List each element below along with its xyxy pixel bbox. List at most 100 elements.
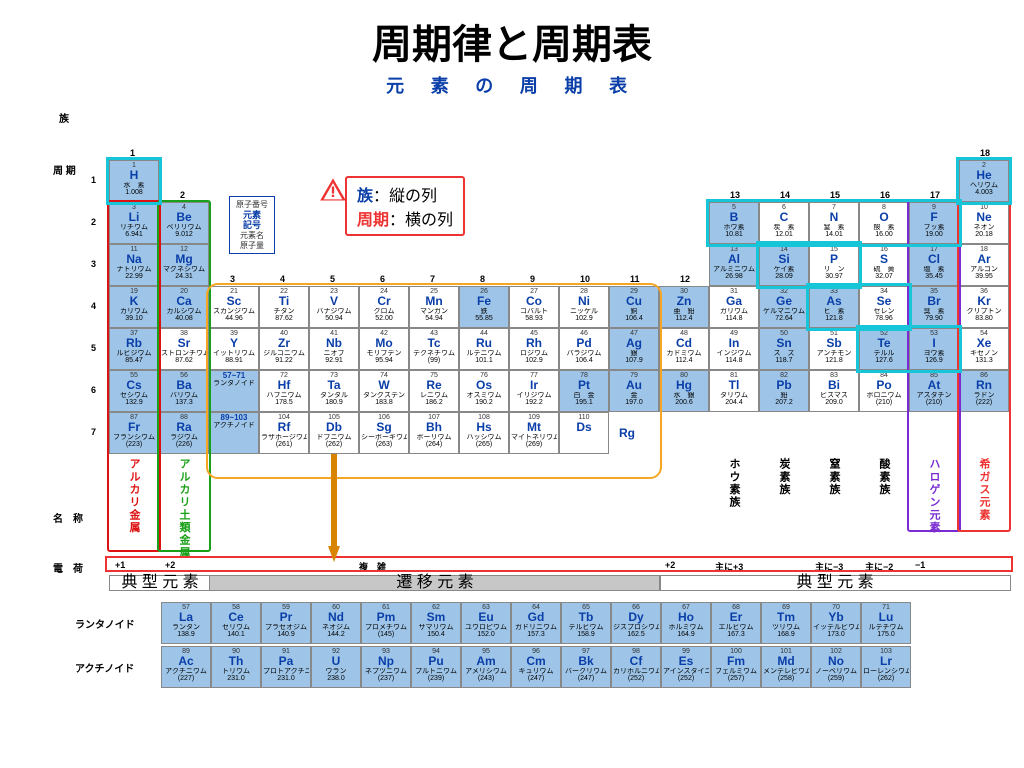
element-cell: 92Uウラン238.0	[311, 646, 361, 688]
element-cell: 4Beベリリウム9.012	[159, 202, 209, 244]
element-cell: 9Fフッ素19.00	[909, 202, 959, 244]
element-cell: 30Zn亜 鉛112.4	[659, 286, 709, 328]
element-cell: 59Prプラセオジム140.9	[261, 602, 311, 644]
element-cell: 89Acアクチニウム(227)	[161, 646, 211, 688]
element-cell: 21Scスカンジウム44.96	[209, 286, 259, 328]
period-label: 6	[91, 385, 96, 395]
element-cell: 79Au金197.0	[609, 370, 659, 412]
element-cell: 35Br臭 素79.90	[909, 286, 959, 328]
element-cell: 52Teテルル127.6	[859, 328, 909, 370]
element-cell: 11Naナトリウム22.99	[109, 244, 159, 286]
element-cell: 2Heヘリウム4.003	[959, 160, 1009, 202]
element-cell: 10Neネオン20.18	[959, 202, 1009, 244]
lanthanoid-row: 57Laランタン138.958Ceセリウム140.159Prプラセオジム140.…	[161, 602, 911, 644]
element-cell: 1H水 素1.008	[109, 160, 159, 202]
group-label: 17	[930, 190, 940, 200]
element-cell: 7N窒 素14.01	[809, 202, 859, 244]
actinoid: アクチノイド	[75, 660, 134, 675]
element-cell: 60Ndネオジム144.2	[311, 602, 361, 644]
element-cell: 45Rhロジウム102.9	[509, 328, 559, 370]
element-cell: 8O酸 素16.00	[859, 202, 909, 244]
element-cell: 53Iヨウ素126.9	[909, 328, 959, 370]
transition: 遷 移 元 素	[209, 575, 661, 591]
element-cell: 47Ag銀107.9	[609, 328, 659, 370]
charge-label: +1	[115, 560, 125, 570]
element-cell: 36Krクリプトン83.80	[959, 286, 1009, 328]
element-cell: 83Biビスマス209.0	[809, 370, 859, 412]
period-label: 4	[91, 301, 96, 311]
element-cell: 24Crクロム52.00	[359, 286, 409, 328]
element-cell: 88Raラジウム(226)	[159, 412, 209, 454]
element-cell: 25Mnマンガン54.94	[409, 286, 459, 328]
group-label: 4	[280, 274, 285, 284]
element-cell: 13Alアルミニウム26.98	[709, 244, 759, 286]
element-cell: 46Pdパラジウム106.4	[559, 328, 609, 370]
element-cell: 69Tmツリウム168.9	[761, 602, 811, 644]
element-cell: 103Lrローレンシウム(262)	[861, 646, 911, 688]
element-cell: 44Ruルテニウム101.1	[459, 328, 509, 370]
charge-label: 主に−2	[865, 560, 893, 573]
charge-label: 主に−3	[815, 560, 843, 573]
period-label: 7	[91, 427, 96, 437]
element-cell: 18Arアルゴン39.95	[959, 244, 1009, 286]
element-cell: 93Npネプツニウム(237)	[361, 646, 411, 688]
element-cell: 41Nbニオブ92.91	[309, 328, 359, 370]
element-cell: 49Inインジウム114.8	[709, 328, 759, 370]
family-oxygen-family: 酸素族	[876, 458, 892, 496]
element-cell: 99Esアインスタイニウム(252)	[661, 646, 711, 688]
element-cell: 20Caカルシウム40.08	[159, 286, 209, 328]
element-cell: 78Pt白 金195.1	[559, 370, 609, 412]
callout-box: 族：縦の列 周期：横の列	[345, 176, 465, 236]
periodic-table: 族 周 期 名 称 電 荷 原子番号 元素 記号 元素名 原子量 族：縦の列 周…	[17, 100, 1007, 640]
group-label: 3	[230, 274, 235, 284]
axis-group: 族	[59, 110, 69, 125]
element-cell: 3Liリチウム6.941	[109, 202, 159, 244]
element-cell: 107Bhボーリウム(264)	[409, 412, 459, 454]
group-label: 2	[180, 190, 185, 200]
element-cell: 104Rfラザホージウム(261)	[259, 412, 309, 454]
element-cell: 74Wタングステン183.8	[359, 370, 409, 412]
group-label: 13	[730, 190, 740, 200]
rg-label: Rg	[619, 426, 635, 440]
element-cell: 58Ceセリウム140.1	[211, 602, 261, 644]
element-cell: 37Rbルビジウム85.47	[109, 328, 159, 370]
family-noble-gas: 希ガス元素	[976, 458, 992, 521]
element-cell: 42Moモリブデン95.94	[359, 328, 409, 370]
element-cell: 90Thトリウム231.0	[211, 646, 261, 688]
element-cell: 31Gaガリウム114.8	[709, 286, 759, 328]
element-cell: 71Luルテチウム175.0	[861, 602, 911, 644]
element-cell: 55Csセシウム132.9	[109, 370, 159, 412]
element-cell: 32Geゲルマニウム72.64	[759, 286, 809, 328]
element-cell: 19Kカリウム39.10	[109, 286, 159, 328]
period-label: 1	[91, 175, 96, 185]
element-cell: 105Dbドブニウム(262)	[309, 412, 359, 454]
element-cell: 66Dyジスプロシウム162.5	[611, 602, 661, 644]
typ-left: 典 型 元 素	[109, 575, 211, 591]
element-cell: 29Cu銅106.4	[609, 286, 659, 328]
element-cell: 106Sgシーボーギウム(263)	[359, 412, 409, 454]
charge-label: +2	[165, 560, 175, 570]
group-label: 18	[980, 148, 990, 158]
element-cell: 6C炭 素12.01	[759, 202, 809, 244]
element-cell: 64Gdガドリニウム157.3	[511, 602, 561, 644]
element-cell: 80Hg水 銀200.6	[659, 370, 709, 412]
group-label: 10	[580, 274, 590, 284]
element-cell: 51Sbアンチモン121.8	[809, 328, 859, 370]
period-label: 2	[91, 217, 96, 227]
family-alkaline-earth: アルカリ土類金属	[176, 458, 192, 559]
element-cell: 73Taタンタル180.9	[309, 370, 359, 412]
element-cell: 110Ds	[559, 412, 609, 454]
element-cell: 16S硫 黄32.07	[859, 244, 909, 286]
group-label: 7	[430, 274, 435, 284]
element-cell: 15Pリ ン30.97	[809, 244, 859, 286]
element-cell: 96Cmキュリウム(247)	[511, 646, 561, 688]
family-boron-family: ホウ素族	[726, 458, 742, 509]
element-cell: 57~71ランタノイド	[209, 370, 259, 412]
element-cell: 101Mdメンデレビウム(258)	[761, 646, 811, 688]
lanthanoid: ランタノイド	[75, 616, 135, 631]
element-cell: 62Smサマリウム150.4	[411, 602, 461, 644]
element-cell: 108Hsハッシウム(265)	[459, 412, 509, 454]
element-cell: 91Paプロトアクチニウム231.0	[261, 646, 311, 688]
element-cell: 94Puプルトニウム(239)	[411, 646, 461, 688]
family-alkali: アルカリ金属	[126, 458, 142, 534]
